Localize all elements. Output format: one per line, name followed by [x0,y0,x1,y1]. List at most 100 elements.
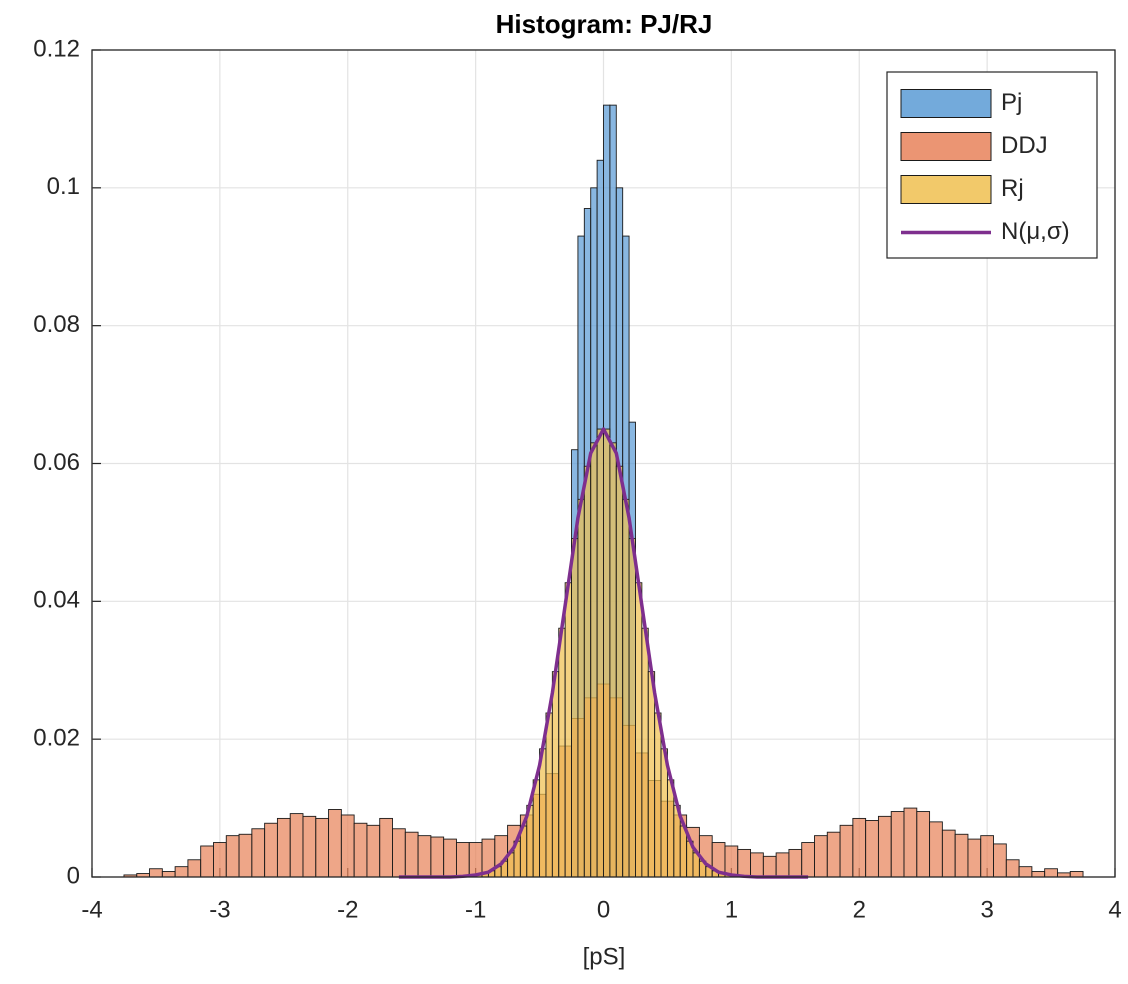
histogram-bar [443,838,457,878]
histogram-bar [328,809,342,878]
histogram-bar [622,498,630,878]
histogram-bar [865,820,879,878]
legend: Pj DDJ Rj N(μ,σ) [886,71,1098,259]
histogram-bar [564,582,572,878]
y-tick-label: 0.02 [33,725,80,752]
legend-label: Pj [1001,89,1022,116]
histogram-bar [417,835,432,878]
histogram-bar [590,442,598,878]
legend-label: DDJ [1001,132,1048,159]
histogram-bar [814,835,828,878]
histogram-bar [941,829,956,878]
x-tick-label: 2 [853,896,866,923]
histogram-bar [583,465,592,878]
histogram-bar [628,538,636,878]
histogram-bar [276,817,291,878]
histogram-bar [353,822,368,878]
histogram-bar [149,868,163,878]
histogram-bar [213,842,227,878]
histogram-bar [571,538,579,878]
histogram-bar [980,835,994,878]
histogram-bar [826,831,841,878]
histogram-bar [654,712,662,878]
histogram-bar [839,824,854,878]
histogram-bar [430,836,445,878]
x-tick-label: -4 [81,896,102,923]
chart-title: Histogram: PJ/RJ [496,9,713,39]
y-tick-label: 0.12 [33,35,80,62]
histogram-bar [775,852,790,878]
legend-label: Rj [1001,175,1024,202]
histogram-bar [890,811,905,878]
y-tick-label: 0.06 [33,449,80,476]
histogram-bar [315,817,330,878]
histogram-bar [877,815,892,878]
histogram-bar [551,671,560,878]
histogram-bar [737,848,752,878]
histogram-bar [532,779,541,878]
histogram-bar [340,814,355,878]
histogram-bar [801,842,815,878]
plot-frame [91,49,1116,878]
histogram-bar [762,855,777,878]
x-tick-label: 4 [1108,896,1121,923]
histogram-bar [603,428,611,878]
x-tick-label: 0 [597,896,610,923]
histogram-bar [615,465,624,878]
histogram-bar [1005,859,1020,878]
histogram-bar [468,842,483,878]
histogram-bar [161,871,176,878]
histogram-bar [545,712,553,878]
y-tick-label: 0.08 [33,311,80,338]
line-series [398,427,809,879]
histogram-bar [251,828,266,878]
histogram-bar [366,824,381,878]
histogram-bar [852,817,867,878]
histogram-bar [903,807,918,878]
histogram-bar [455,842,470,878]
legend-label: N(μ,σ) [1001,218,1070,245]
histogram-bar [750,852,764,878]
legend-swatch [900,89,992,118]
histogram-bar [174,866,189,878]
histogram-bar [967,838,982,878]
histogram-bar [558,627,566,878]
histogram-bar [289,813,304,878]
histogram-bar [954,833,969,878]
histogram-bar [264,822,278,878]
histogram-bar [187,859,202,878]
legend-swatch [900,175,992,204]
histogram-bar [788,848,803,878]
x-tick-label: 1 [725,896,738,923]
x-tick-label: -1 [465,896,486,923]
y-tick-label: 0.1 [47,173,80,200]
y-tick-label: 0 [67,862,80,889]
x-tick-label: 3 [980,896,993,923]
histogram-bar [1044,868,1058,878]
histogram-bar [647,671,656,878]
histogram-bar [916,811,931,878]
legend-swatch [900,132,992,161]
histogram-bar [641,627,649,878]
x-tick-label: -3 [209,896,230,923]
histogram-bar [392,828,406,878]
histogram-bar [1018,866,1033,878]
histogram-bar [225,835,240,878]
histogram-bar [1069,871,1084,878]
histogram-bar [929,821,943,878]
histogram-bar [302,815,317,878]
y-tick-label: 0.04 [33,587,80,614]
histogram-bar [404,831,419,878]
x-axis-label: [pS] [583,943,626,970]
histogram-bar [993,843,1007,878]
x-tick-label: -2 [337,896,358,923]
histogram-bar [596,428,604,878]
histogram-bar [1031,871,1046,878]
histogram-bar [666,779,675,878]
histogram-bar [238,833,253,878]
histogram-bar [635,582,643,878]
histogram-bar [577,498,585,878]
histogram-bar [200,845,214,878]
